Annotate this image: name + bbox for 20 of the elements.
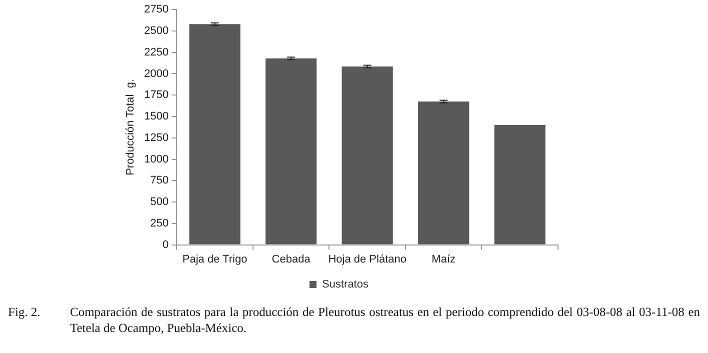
y-tick-label: 1250: [144, 132, 169, 144]
y-tick-label: 2500: [144, 25, 169, 38]
x-tick-label: Hoja de Plátano: [328, 253, 406, 266]
x-tick-label: Maíz: [432, 253, 456, 266]
y-tick-label: 1500: [144, 110, 169, 123]
y-tick-label: 1000: [144, 153, 169, 166]
y-tick-label: 750: [150, 174, 169, 187]
y-tick-label: 2000: [144, 68, 169, 80]
caption: Fig. 2.: [8, 304, 42, 321]
y-tick-label: 250: [150, 217, 169, 230]
x-tick-label: Cebada: [272, 253, 312, 266]
y-axis-title: Producción Total g.: [124, 78, 137, 176]
y-tick-label: 2750: [144, 4, 169, 16]
x-tick-label: Paja de Trigo: [182, 253, 248, 266]
text: Comparación de sustratos para la producción de Pleurotus ostreatus en el periodo comprendido del 03-08-08 al 03-11-08 en Tetela de Ocampo, Puebla-México.: [70, 304, 700, 336]
y-tick-label: 2250: [144, 46, 169, 58]
legend-label: Sustratos: [322, 278, 369, 291]
y-tick-label: 500: [150, 196, 169, 208]
y-tick-label: 1750: [144, 89, 169, 102]
y-tick-label: 0: [162, 238, 169, 251]
